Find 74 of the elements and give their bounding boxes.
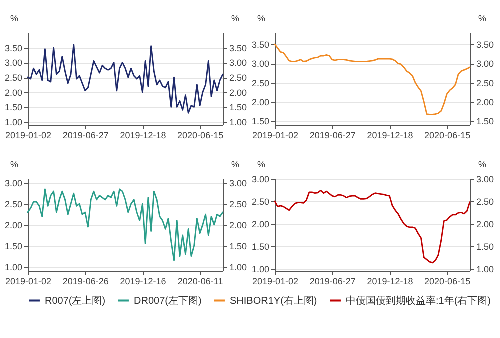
line-series: [27, 188, 224, 262]
y-tick-label: 3.00: [4, 58, 22, 68]
y-tick-label: 1.50: [4, 241, 22, 252]
legend-label: SHIBOR1Y(右上图): [230, 294, 318, 307]
y2-tick-label: 2.00: [476, 219, 494, 230]
legend-label: 中债国债到期收益率:1年(右下图): [346, 294, 491, 307]
y-axis-title: %: [10, 14, 19, 24]
y-tick-label: 2.00: [252, 98, 270, 108]
y-tick-label: 1.00: [252, 264, 270, 274]
x-tick-label: 2019-12-16: [120, 276, 166, 286]
y-tick-label: 2.50: [4, 200, 22, 210]
y2-tick-label: 1.50: [230, 241, 248, 252]
y2-tick-label: 2.50: [230, 200, 248, 210]
x-tick-label: 2019-06-27: [310, 276, 356, 286]
y-axis-title: %: [257, 160, 266, 170]
y-axis-title: %: [10, 160, 19, 170]
y2-tick-label: 2.00: [230, 88, 248, 98]
y-tick-label: 2.50: [252, 78, 270, 88]
legend-label: DR007(左下图): [134, 294, 202, 307]
y-tick-label: 2.00: [252, 219, 270, 230]
y2-axis-title: %: [231, 14, 240, 24]
y-tick-label: 3.00: [252, 174, 270, 184]
y-tick-label: 3.00: [252, 59, 270, 70]
y2-axis-title: %: [478, 160, 487, 170]
y2-tick-label: 2.00: [230, 220, 248, 230]
y-tick-label: 2.00: [4, 220, 22, 230]
x-tick-label: 2019-06-27: [310, 130, 356, 140]
y2-tick-label: 1.00: [230, 118, 248, 128]
x-tick-label: 2019-01-02: [5, 130, 52, 140]
line-series: [274, 44, 471, 116]
y-axis-title: %: [257, 14, 266, 24]
y2-tick-label: 3.00: [230, 178, 248, 189]
y-tick-label: 3.50: [252, 40, 270, 50]
y-tick-label: 3.50: [4, 43, 22, 54]
legend-label: R007(左上图): [45, 294, 106, 307]
x-tick-label: 2019-06-26: [62, 276, 109, 286]
y2-tick-label: 3.50: [476, 40, 494, 50]
y-tick-label: 1.50: [252, 242, 270, 252]
x-tick-label: 2019-12-18: [367, 130, 414, 140]
y2-tick-label: 1.00: [476, 264, 494, 274]
y2-tick-label: 1.50: [230, 102, 248, 113]
y2-tick-label: 2.50: [476, 196, 494, 207]
y2-tick-label: 2.00: [476, 98, 494, 108]
y-tick-label: 1.00: [4, 262, 22, 272]
line-series: [274, 190, 471, 264]
y2-axis-title: %: [478, 14, 487, 24]
y2-tick-label: 1.50: [476, 242, 494, 252]
x-tick-label: 2020-06-11: [178, 276, 224, 286]
y2-axis-title: %: [231, 160, 240, 170]
line-series: [27, 44, 224, 114]
y-tick-label: 2.50: [252, 196, 270, 207]
y-tick-label: 1.50: [4, 102, 22, 113]
x-tick-label: 2020-06-15: [424, 130, 471, 140]
y-tick-label: 2.50: [4, 73, 22, 84]
y-tick-label: 2.00: [4, 88, 22, 98]
y2-tick-label: 1.00: [230, 262, 248, 272]
x-tick-label: 2019-01-02: [5, 276, 52, 286]
y2-tick-label: 2.50: [476, 78, 494, 88]
x-tick-label: 2020-06-15: [424, 276, 471, 286]
x-tick-label: 2020-06-15: [178, 130, 224, 140]
y2-tick-label: 2.50: [230, 73, 248, 84]
y2-tick-label: 3.00: [476, 59, 494, 70]
y2-tick-label: 3.50: [230, 43, 248, 54]
x-tick-label: 2019-12-18: [367, 276, 414, 286]
x-tick-label: 2019-01-02: [252, 130, 299, 140]
x-tick-label: 2019-12-18: [120, 130, 166, 140]
y-tick-label: 1.00: [4, 118, 22, 128]
y2-tick-label: 1.50: [476, 116, 494, 127]
y-tick-label: 1.50: [252, 116, 270, 127]
x-tick-label: 2019-01-02: [252, 276, 299, 286]
y-tick-label: 3.00: [4, 178, 22, 189]
y2-tick-label: 3.00: [476, 174, 494, 184]
y2-tick-label: 3.00: [230, 58, 248, 68]
x-tick-label: 2019-06-27: [62, 130, 109, 140]
